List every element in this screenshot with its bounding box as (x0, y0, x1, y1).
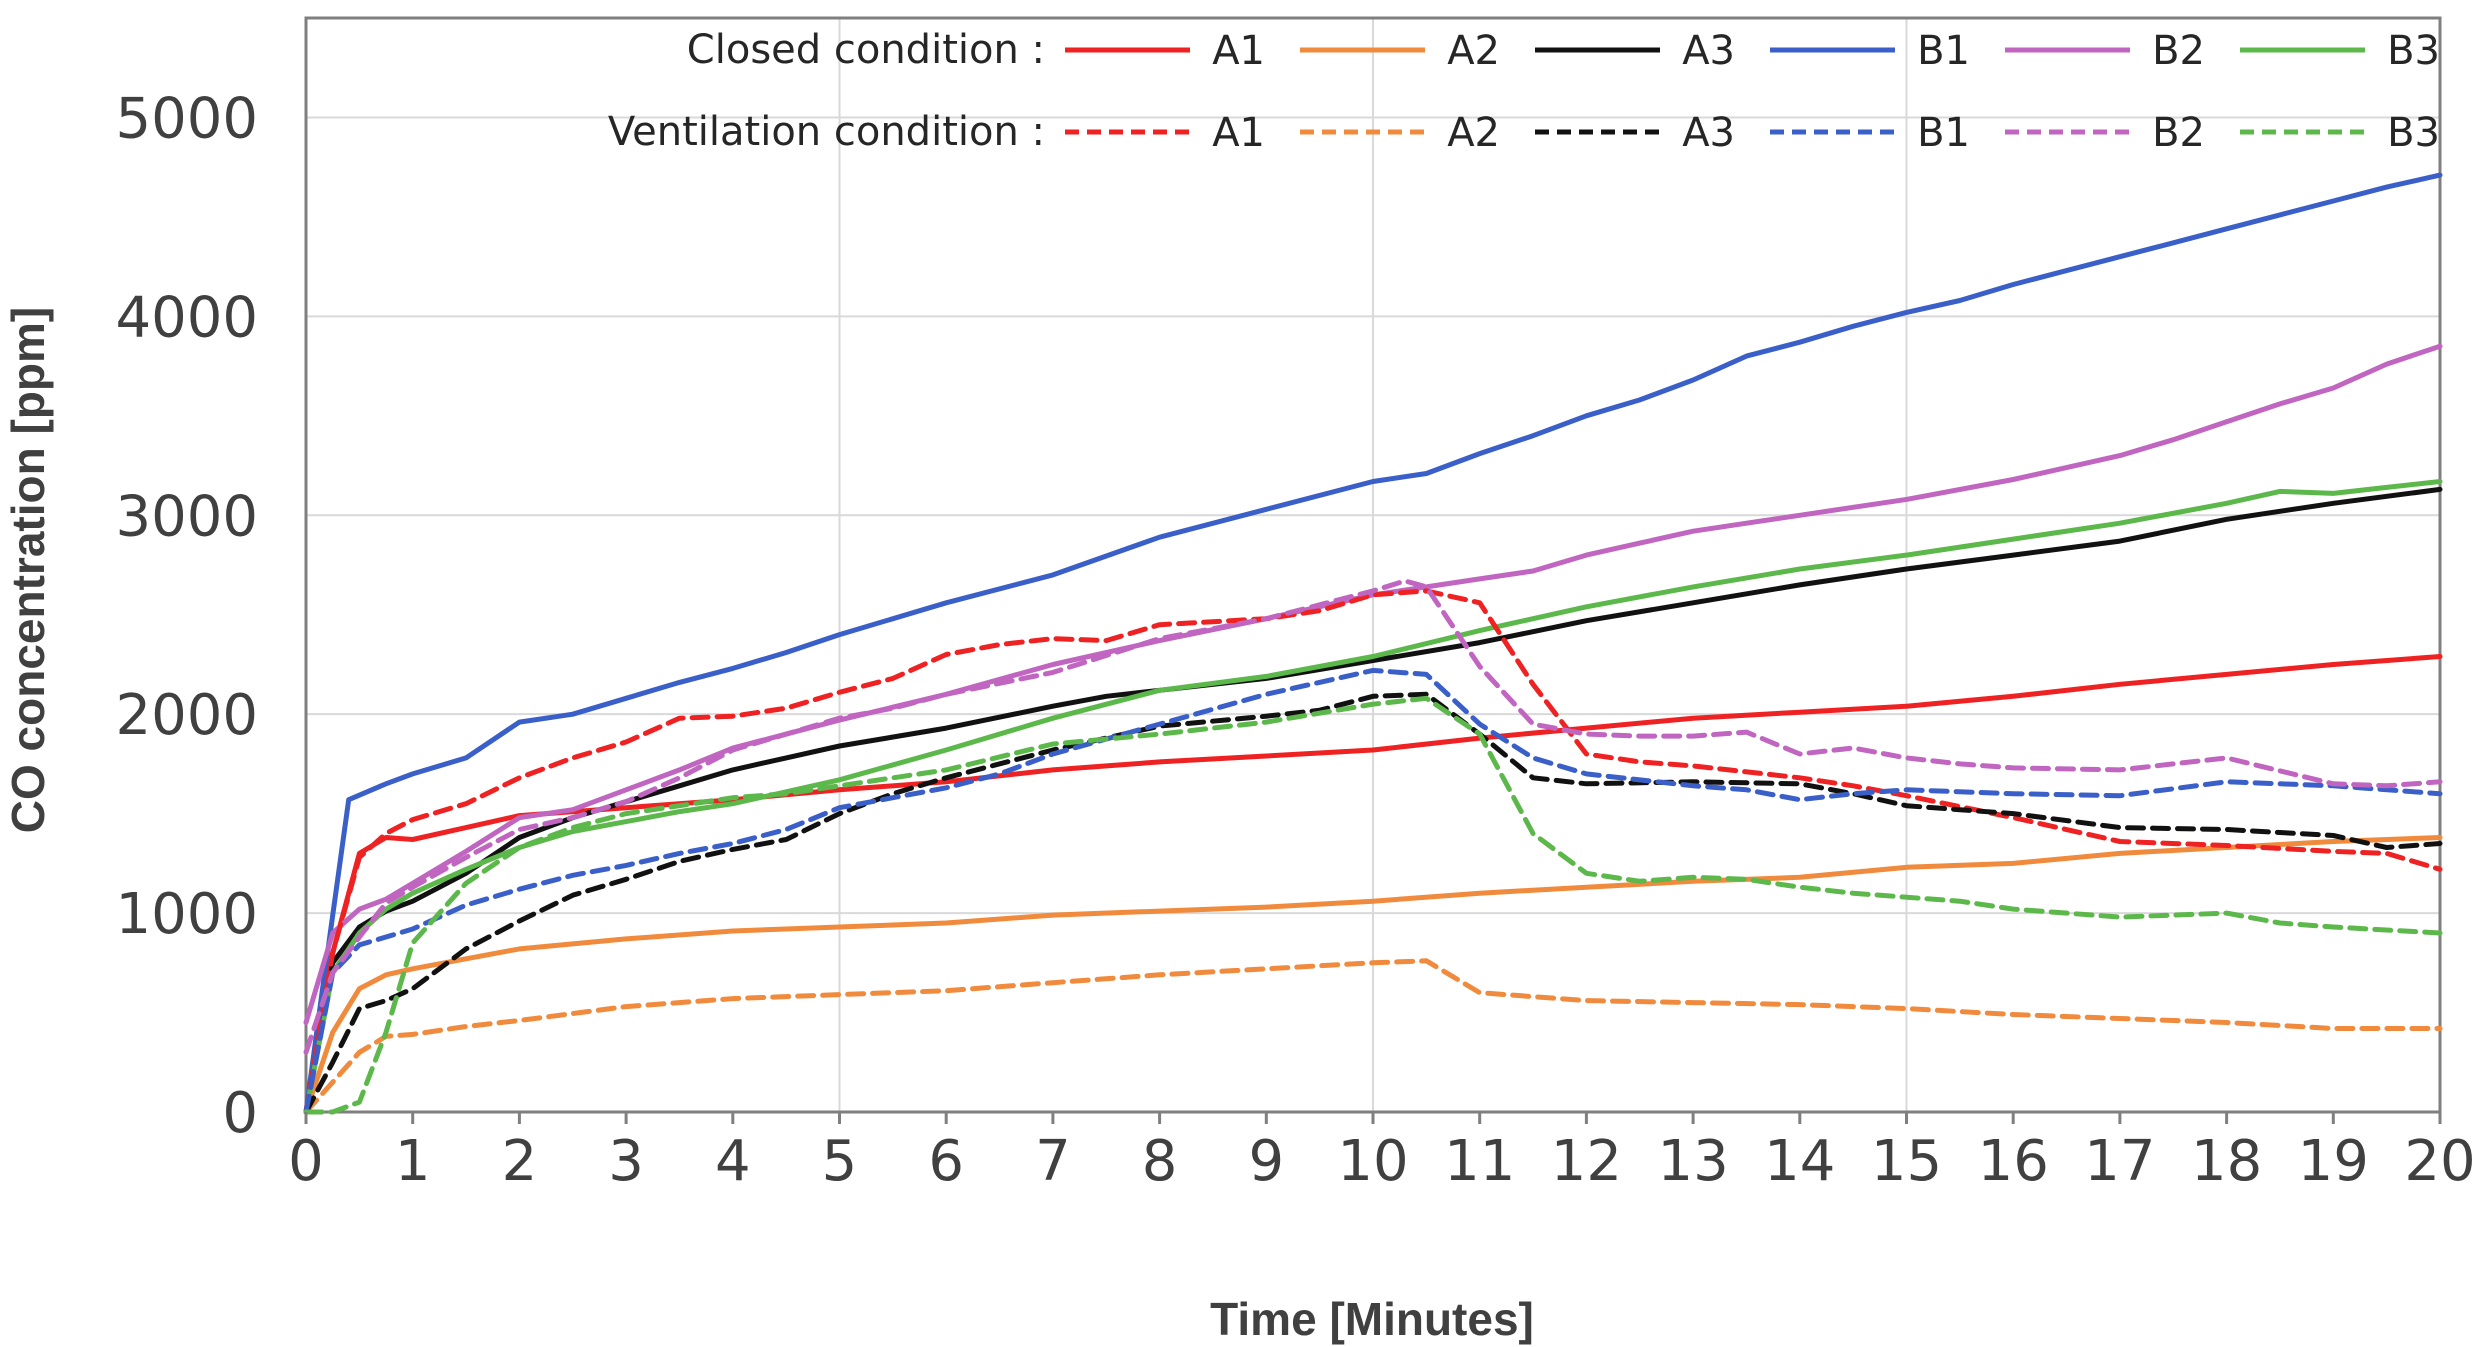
legend-group-title: Ventilation condition : (608, 109, 1045, 155)
x-tick-label: 12 (1551, 1129, 1622, 1194)
x-tick-label: 17 (2084, 1129, 2155, 1194)
x-tick-label: 11 (1444, 1129, 1515, 1194)
legend-label: A1 (1212, 110, 1265, 156)
x-tick-label: 4 (715, 1129, 751, 1194)
legend-label: A2 (1447, 110, 1500, 156)
x-tick-label: 13 (1657, 1129, 1728, 1194)
y-axis-ticks: 0 1000 2000 3000 4000 5000 (115, 86, 258, 1146)
x-tick-label: 9 (1248, 1129, 1284, 1194)
x-tick-label: 20 (2404, 1129, 2475, 1194)
x-tick-label: 16 (1978, 1129, 2049, 1194)
x-tick-label: 14 (1764, 1129, 1835, 1194)
legend-label: A3 (1682, 110, 1735, 156)
x-axis-ticks: 0 1 2 3 4 5 6 7 8 9 10 11 12 13 14 15 16 17 18 19 20 (288, 1112, 2476, 1194)
legend: Closed condition : Ventilation condition … (608, 27, 2440, 156)
series-line-closed-b3 (303, 479, 2443, 1115)
x-tick-label: 7 (1035, 1129, 1071, 1194)
x-tick-label: 18 (2191, 1129, 2262, 1194)
series-line-ventilation-a2 (303, 958, 2443, 1115)
x-tick-label: 3 (608, 1129, 644, 1194)
x-tick-label: 15 (1871, 1129, 1942, 1194)
grid-lines (306, 18, 2440, 1113)
y-tick-label: 5000 (115, 86, 258, 151)
x-tick-label: 19 (2298, 1129, 2369, 1194)
legend-label: A2 (1447, 28, 1500, 74)
series-line-ventilation-a3 (303, 691, 2443, 1115)
x-tick-label: 10 (1337, 1129, 1408, 1194)
series-line-closed-a2 (303, 835, 2443, 1115)
series-line-ventilation-b3 (303, 695, 2443, 1115)
series-line-closed-a1 (303, 654, 2443, 1115)
x-tick-label: 2 (502, 1129, 538, 1194)
y-axis-title: CO concentration [ppm] (2, 307, 54, 833)
legend-label: B3 (2387, 28, 2440, 74)
legend-label: A3 (1682, 28, 1735, 74)
legend-label: B1 (1917, 110, 1970, 156)
x-tick-label: 6 (928, 1129, 964, 1194)
x-tick-label: 1 (395, 1129, 431, 1194)
legend-label: B2 (2152, 28, 2205, 74)
legend-label: B1 (1917, 28, 1970, 74)
legend-label: B2 (2152, 110, 2205, 156)
x-axis-title: Time [Minutes] (1210, 1293, 1534, 1345)
y-tick-label: 4000 (115, 285, 258, 350)
x-tick-label: 8 (1142, 1129, 1178, 1194)
y-tick-label: 1000 (115, 882, 258, 947)
legend-group-title: Closed condition : (687, 27, 1045, 73)
series-line-ventilation-b2 (303, 578, 2443, 1055)
y-tick-label: 0 (222, 1081, 258, 1146)
y-tick-label: 2000 (115, 683, 258, 748)
y-tick-label: 3000 (115, 484, 258, 549)
series-line-closed-b1 (303, 172, 2443, 1115)
series-line-closed-a3 (303, 486, 2443, 1115)
x-tick-label: 0 (288, 1129, 324, 1194)
legend-label: B3 (2387, 110, 2440, 156)
series-layer (303, 172, 2443, 1115)
series-line-ventilation-a1 (303, 588, 2443, 1115)
x-tick-label: 5 (822, 1129, 858, 1194)
legend-label: A1 (1212, 28, 1265, 74)
